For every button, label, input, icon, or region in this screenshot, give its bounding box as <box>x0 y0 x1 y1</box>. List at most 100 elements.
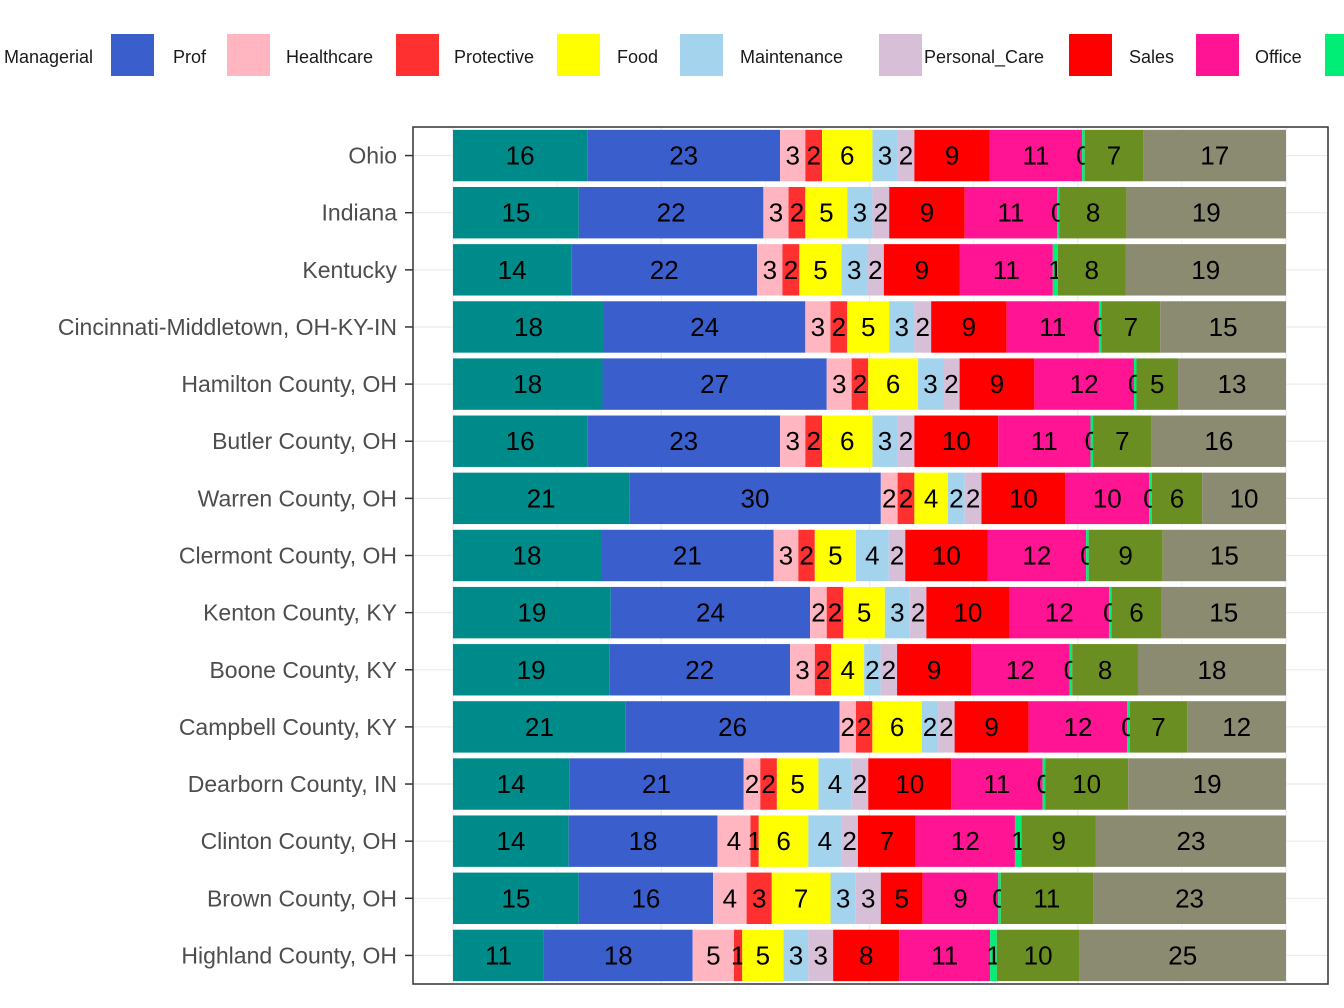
legend-label: Office <box>1255 47 1302 67</box>
data-label: 3 <box>890 598 904 628</box>
bar-segment-food <box>799 244 842 296</box>
legend-label: Protective <box>454 47 534 67</box>
bar-segment-series-10 <box>1098 301 1102 353</box>
data-label: 19 <box>517 598 546 628</box>
data-label: 30 <box>741 483 770 513</box>
bar-segment-series-10 <box>990 929 997 982</box>
legend-item-personal-care: Personal_Care <box>924 34 1112 76</box>
bar-row-boone-county-ky: 19 22 3 2 4 2 2 9 12 0 8 18 <box>453 644 1286 696</box>
legend-label: Personal_Care <box>924 47 1044 68</box>
bar-row-kentucky: 14 22 3 2 5 3 2 9 11 1 8 19 <box>453 244 1286 296</box>
bar-segment-sales <box>857 815 916 867</box>
bar-segment-sales <box>926 586 1010 639</box>
bar-segment-series-10 <box>1069 644 1073 696</box>
bar-segment-prof <box>569 758 744 810</box>
bar-segment-series-10 <box>1052 244 1058 296</box>
data-label: 5 <box>861 312 875 342</box>
bar-segment-series-10 <box>1056 186 1060 239</box>
data-label: 8 <box>1084 255 1098 285</box>
bar-segment-series-12 <box>1126 186 1286 239</box>
bar-segment-managerial <box>453 644 610 696</box>
bar-segment-personal-care <box>880 644 898 696</box>
bar-segment-protective <box>897 472 915 525</box>
bar-segment-series-11 <box>1084 129 1144 182</box>
bar-segment-prof <box>603 301 806 353</box>
bar-segment-personal-care <box>855 872 881 925</box>
legend-item-sales: Sales <box>1129 34 1239 76</box>
data-label: 2 <box>874 198 888 228</box>
data-label: 3 <box>836 883 850 913</box>
bar-segment-protective <box>760 758 777 810</box>
category-label: Butler County, OH <box>212 428 397 454</box>
data-label: 2 <box>816 655 830 685</box>
bar-segment-prof <box>587 129 781 182</box>
bar-segment-series-11 <box>1101 301 1161 353</box>
bar-segment-maintenance <box>841 244 867 296</box>
bar-segment-managerial <box>453 244 572 296</box>
bar-segment-food <box>868 358 919 410</box>
data-label: 3 <box>779 541 793 571</box>
bar-segment-office <box>951 758 1043 810</box>
data-label: 15 <box>1209 598 1238 628</box>
data-label: 3 <box>923 369 937 399</box>
data-label: 2 <box>882 483 896 513</box>
bar-segment-series-10 <box>1127 701 1130 753</box>
category-label: Clermont County, OH <box>179 543 397 569</box>
data-label: 2 <box>806 141 820 171</box>
data-label: 11 <box>485 940 512 970</box>
bar-segment-managerial <box>453 872 579 925</box>
legend-swatch <box>557 34 600 76</box>
category-label: Indiana <box>322 200 398 226</box>
bar-segment-healthcare <box>713 872 747 925</box>
data-label: 11 <box>993 255 1020 285</box>
bar-segment-prof <box>625 701 840 753</box>
legend-item-office: Office <box>1255 34 1344 76</box>
data-label: 4 <box>818 826 832 856</box>
category-label: Dearborn County, IN <box>188 771 397 797</box>
data-label: 10 <box>1024 940 1053 970</box>
bar-row-clinton-county-oh: 14 18 4 1 6 4 2 7 12 1 9 23 <box>453 815 1286 867</box>
bar-segment-series-12 <box>1125 244 1286 296</box>
legend-item-healthcare: Healthcare <box>286 34 439 76</box>
bar-segment-series-12 <box>1079 929 1286 982</box>
data-label: 21 <box>642 769 671 799</box>
category-labels: Ohio Indiana Kentucky Cincinnati-Middletown… <box>58 143 413 968</box>
bar-segment-prof <box>609 644 791 696</box>
data-label: 15 <box>501 883 530 913</box>
bar-segment-office <box>899 929 991 982</box>
data-label: 16 <box>506 141 535 171</box>
data-label: 5 <box>813 255 827 285</box>
data-label: 8 <box>859 940 873 970</box>
bar-segment-series-11 <box>1000 872 1094 925</box>
bar-segment-series-12 <box>1202 472 1286 525</box>
bar-segment-sales <box>883 244 960 296</box>
bar-segment-prof <box>571 244 758 296</box>
bar-segment-healthcare <box>780 415 806 467</box>
bar-segment-series-11 <box>1072 644 1138 696</box>
bar-segment-maintenance <box>947 472 965 525</box>
data-label: 7 <box>1124 312 1138 342</box>
data-label: 23 <box>669 426 698 456</box>
bar-row-ohio: 16 23 3 2 6 3 2 9 11 0 7 17 <box>453 129 1286 182</box>
bar-segment-managerial <box>453 415 588 467</box>
bar-segment-prof <box>610 586 811 639</box>
data-label: 2 <box>745 769 759 799</box>
bar-segment-series-12 <box>1151 415 1286 467</box>
bar-segment-series-10 <box>1014 815 1022 867</box>
data-label: 9 <box>915 255 929 285</box>
bar-segment-maintenance <box>872 415 898 467</box>
bar-segment-food <box>822 415 873 467</box>
data-label: 23 <box>1177 826 1206 856</box>
data-label: 5 <box>706 940 720 970</box>
data-label: 7 <box>1151 712 1165 742</box>
data-label: 11 <box>1031 426 1058 456</box>
data-label: 2 <box>790 198 804 228</box>
data-label: 2 <box>784 255 798 285</box>
legend-item-protective: Protective <box>454 34 600 76</box>
bar-segment-personal-care <box>808 929 834 982</box>
data-label: 2 <box>857 712 871 742</box>
data-label: 14 <box>496 826 525 856</box>
data-label: 10 <box>1230 483 1259 513</box>
category-label: Cincinnati-Middletown, OH-KY-IN <box>58 314 397 340</box>
bar-segment-series-12 <box>1187 701 1286 753</box>
